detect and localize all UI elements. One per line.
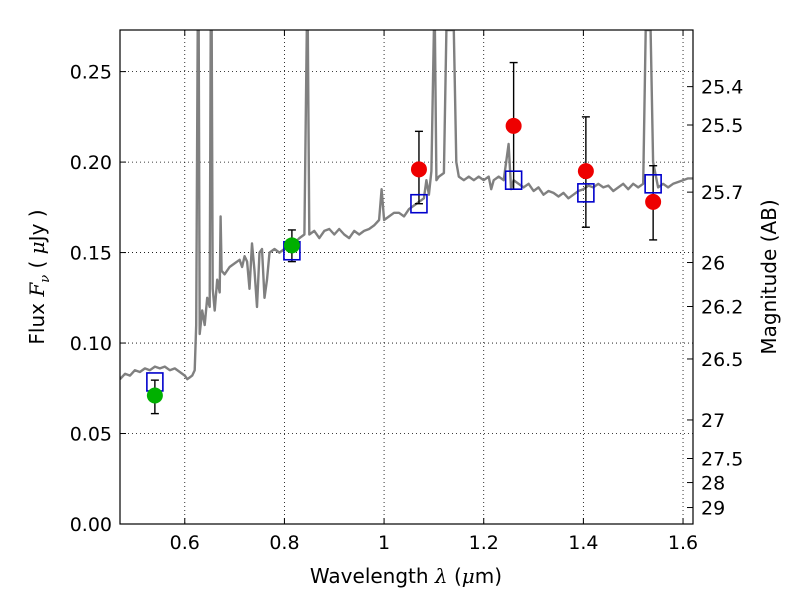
mag-tick-label: 28 [701,473,725,495]
observed-point [645,193,662,210]
observed-point [505,117,522,134]
y-tick-label: 0.05 [70,424,112,446]
plot-area [120,30,693,381]
model-photometry-square [644,174,662,194]
x-axis-label: Wavelength λ (μm) [310,564,502,588]
model-photometry-square [577,183,595,203]
x-tick-label: 1.6 [668,532,698,554]
y-tick-label: 0.20 [70,152,112,174]
mag-tick-label: 26 [701,253,725,275]
spectrum-line [120,30,693,381]
y2-axis-label: Magnitude (AB) [757,199,781,354]
mag-tick-label: 27.5 [701,448,743,470]
mag-tick-label: 25.4 [701,77,743,99]
x-tick-label: 1.2 [469,532,499,554]
axis-ticks: 0.6 0.8 1 1.2 1.4 1.6 0.00 0.05 0.10 0.15 0.20 0.25… [70,30,743,554]
model-photometry-square [410,193,428,214]
observed-point [577,163,594,180]
observed-point [283,237,300,254]
mag-tick-label: 27 [701,410,725,432]
mag-tick-label: 29 [701,498,725,520]
mag-tick-label: 26.5 [701,349,743,371]
y-axis-label: Flux Fν ( μJy ) [25,209,53,344]
x-tick-label: 1.4 [568,532,598,554]
x-tick-label: 0.6 [170,532,200,554]
y-tick-label: 0.00 [70,514,112,536]
data-marks [146,117,662,404]
model-photometry-square [504,170,523,190]
x-tick-label: 1 [378,532,390,554]
observed-point [410,161,427,178]
observed-point [146,387,163,404]
y-tick-label: 0.10 [70,333,112,355]
plot-frame [119,29,694,525]
mag-tick-label: 25.5 [701,115,743,137]
mag-tick-label: 25.7 [701,182,743,204]
y-tick-label: 0.25 [70,62,112,84]
mag-tick-label: 26.2 [701,296,743,318]
y-tick-label: 0.15 [70,243,112,265]
x-tick-label: 0.8 [269,532,299,554]
